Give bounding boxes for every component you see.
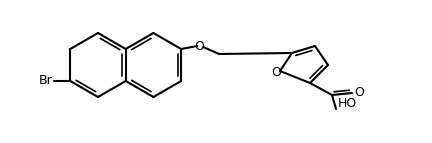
Text: O: O	[271, 65, 281, 79]
Text: HO: HO	[338, 97, 357, 110]
Text: O: O	[354, 87, 364, 100]
Text: O: O	[194, 39, 204, 52]
Text: Br: Br	[38, 75, 52, 88]
